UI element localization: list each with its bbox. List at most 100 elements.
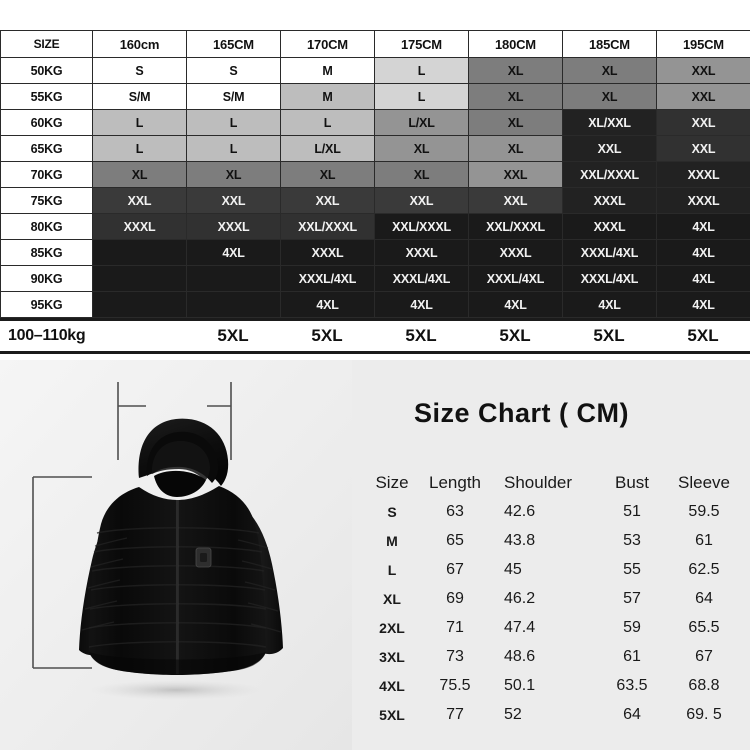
size-chart-cell-size: 4XL: [379, 677, 405, 694]
grid-header: SIZE 160cm 165CM 170CM 175CM 180CM 185CM 195CM: [0, 30, 750, 58]
grid-cell: XXL: [562, 135, 657, 162]
bottom-section: shoulder Length Size Chart ( CM) Size Le…: [0, 360, 750, 750]
footer-size-cell: 5XL: [311, 326, 343, 345]
size-chart-cell-length: 75.5: [439, 676, 471, 694]
footer-size-cell: 5XL: [217, 326, 249, 345]
grid-row-weight-80kg: 80KG: [0, 213, 93, 240]
grid-row-weight-60kg: 60KG: [0, 109, 93, 136]
grid-footer-row-100-110kg: 100–110kg 5XL 5XL 5XL 5XL 5XL 5XL: [0, 318, 750, 354]
grid-cell: XL: [92, 161, 187, 188]
size-chart-cell-length: 77: [446, 705, 464, 723]
size-chart-cell-shoulder: 42.6: [504, 502, 536, 520]
grid-row-weight-55kg: 55KG: [0, 83, 93, 110]
grid-cell: XL: [562, 57, 657, 84]
grid-cell: L: [186, 135, 281, 162]
grid-row: 60KG L L L L/XL XL XL/XXL XXL: [0, 109, 750, 136]
grid-cell: L: [374, 57, 469, 84]
grid-row: 90KG XXXL/4XL XXXL/4XL XXXL/4XL XXXL/4XL 4XL: [0, 265, 750, 292]
grid-cell: XXXL/4XL: [374, 265, 469, 292]
grid-cell: XXXL/4XL: [280, 265, 375, 292]
grid-column-header-175cm: 175CM: [374, 30, 469, 58]
grid-cell: L: [92, 135, 187, 162]
grid-row: 55KG S/M S/M M L XL XL XXL: [0, 83, 750, 110]
size-chart-cell-shoulder: 47.4: [504, 618, 536, 636]
grid-cell: XL: [468, 83, 563, 110]
weight-height-size-table: SIZE 160cm 165CM 170CM 175CM 180CM 185CM 195CM…: [0, 30, 750, 318]
grid-cell: XXL/XXXL: [374, 213, 469, 240]
grid-header-row: SIZE 160cm 165CM 170CM 175CM 180CM 185CM 195CM: [0, 30, 750, 58]
footer-size-cell: 5XL: [405, 326, 437, 345]
grid-cell: M: [280, 83, 375, 110]
grid-cell: XL: [374, 135, 469, 162]
size-chart-cell-length: 71: [446, 618, 464, 636]
size-chart-row: S 63 42.6 51 59.5: [366, 497, 740, 526]
grid-cell: XXXL: [562, 187, 657, 214]
grid-cell: [92, 265, 187, 292]
footer-size-cell: 5XL: [687, 326, 719, 345]
grid-cell: S/M: [92, 83, 187, 110]
size-chart-col-bust: Bust: [614, 472, 650, 492]
grid-cell: L/XL: [374, 109, 469, 136]
grid-cell: 4XL: [656, 213, 750, 240]
grid-cell: S: [186, 57, 281, 84]
grid-cell: XXL/XXXL: [468, 213, 563, 240]
size-chart-cell-bust: 59: [623, 618, 641, 636]
size-chart-panel: Size Chart ( CM) Size Length Shoulder Bu…: [352, 360, 750, 750]
grid-row-weight-75kg: 75KG: [0, 187, 93, 214]
size-chart-cell-shoulder: 48.6: [504, 647, 536, 665]
grid-cell: [92, 291, 187, 318]
grid-cell: XXL: [280, 187, 375, 214]
grid-cell: 4XL: [374, 291, 469, 318]
size-chart-row: 5XL 77 52 64 69. 5: [366, 700, 740, 729]
size-chart-cell-sleeve: 59.5: [688, 502, 720, 520]
size-chart-cell-length: 63: [446, 502, 464, 520]
size-chart-title: Size Chart ( CM): [414, 398, 630, 428]
grid-cell: XL/XXL: [562, 109, 657, 136]
grid-cell: XXXL: [374, 239, 469, 266]
size-chart-cell-length: 67: [446, 560, 464, 578]
size-chart-cell-bust: 63.5: [616, 676, 648, 694]
grid-cell: XXL/XXXL: [280, 213, 375, 240]
size-chart-cell-size: 3XL: [379, 648, 405, 665]
size-chart-row: M 65 43.8 53 61: [366, 526, 740, 555]
size-chart-cell-length: 73: [446, 647, 464, 665]
size-chart-cell-bust: 61: [623, 647, 641, 665]
size-chart-cell-sleeve: 64: [695, 589, 713, 607]
grid-cell: L/XL: [280, 135, 375, 162]
size-chart-cell-sleeve: 67: [695, 647, 713, 665]
grid-cell: XXXL: [656, 187, 750, 214]
size-chart-cell-shoulder: 45: [504, 560, 522, 578]
grid-row: 50KG S S M L XL XL XXL: [0, 57, 750, 84]
length-dimension-line: [32, 476, 92, 669]
grid-cell: XXL: [656, 135, 750, 162]
size-chart-cell-shoulder: 52: [504, 705, 522, 723]
grid-cell: XXL/XXXL: [562, 161, 657, 188]
jacket-illustration-panel: shoulder Length: [0, 360, 352, 750]
grid-cell: XL: [468, 135, 563, 162]
size-chart-header-row: Size Length Shoulder Bust Sleeve: [366, 468, 740, 497]
size-chart-cell-sleeve: 69. 5: [686, 705, 722, 723]
size-chart-cell-sleeve: 62.5: [688, 560, 720, 578]
grid-cell: 4XL: [656, 291, 750, 318]
grid-cell: L: [280, 109, 375, 136]
grid-cell: XXXL: [562, 213, 657, 240]
grid-cell: [186, 291, 281, 318]
grid-row: 65KG L L L/XL XL XL XXL XXL: [0, 135, 750, 162]
grid-cell: XXL: [656, 109, 750, 136]
size-chart-cell-bust: 55: [623, 560, 641, 578]
footer-size-cell: 5XL: [499, 326, 531, 345]
size-chart-header: Size Length Shoulder Bust Sleeve: [366, 468, 740, 497]
grid-cell: XXL: [92, 187, 187, 214]
grid-row-weight-85kg: 85KG: [0, 239, 93, 266]
footer-weight-label: 100–110kg: [8, 327, 86, 344]
size-chart-col-shoulder: Shoulder: [504, 472, 573, 492]
grid-cell: [186, 265, 281, 292]
size-chart-cell-sleeve: 68.8: [688, 676, 720, 694]
grid-cell: L: [92, 109, 187, 136]
grid-column-header-185cm: 185CM: [562, 30, 657, 58]
grid-row-weight-90kg: 90KG: [0, 265, 93, 292]
grid-cell: XXL: [656, 57, 750, 84]
size-chart-row: 2XL 71 47.4 59 65.5: [366, 613, 740, 642]
grid-cell: 4XL: [656, 265, 750, 292]
grid-cell: XXXL: [186, 213, 281, 240]
